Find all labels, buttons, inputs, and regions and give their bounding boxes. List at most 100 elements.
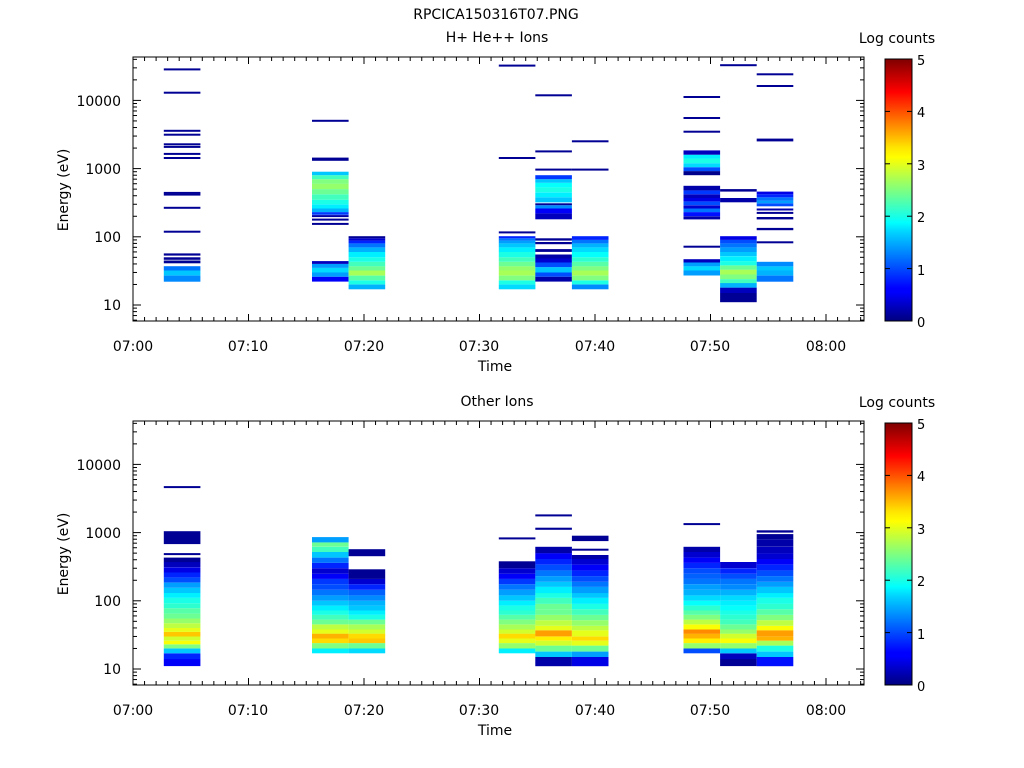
heatmap-cell: [312, 204, 349, 209]
heatmap-cell: [756, 615, 794, 621]
heatmap-cell: [498, 247, 536, 252]
heatmap-cell: [348, 638, 386, 644]
heatmap-cell: [348, 247, 386, 252]
heatmap-cell: [312, 584, 349, 590]
panel-title: H+ He++ Ions: [446, 30, 549, 46]
heatmap-cell: [720, 619, 757, 625]
y-tick-label: 100: [94, 594, 121, 610]
heatmap-cell: [683, 198, 721, 202]
heatmap-cell: [163, 557, 201, 563]
y-tick-label: 1000: [85, 162, 121, 178]
heatmap-cell: [571, 266, 609, 271]
heatmap-cell: [498, 231, 536, 234]
heatmap-cell: [683, 171, 721, 176]
heatmap-cell: [683, 259, 721, 263]
heatmap-cell: [683, 208, 721, 213]
heatmap-cell: [163, 577, 201, 583]
heatmap-cell: [163, 593, 201, 598]
heatmap-cell: [756, 227, 794, 231]
heatmap-cell: [498, 638, 536, 644]
x-tick-label: 07:40: [575, 703, 615, 719]
y-tick-label: 100: [94, 230, 121, 246]
heatmap-cell: [535, 657, 572, 667]
heatmap-cell: [498, 561, 536, 569]
heatmap-cell: [720, 578, 757, 585]
heatmap-cell: [756, 85, 794, 87]
heatmap-cell: [683, 595, 721, 601]
heatmap-cell: [498, 643, 536, 649]
heatmap-cell: [535, 187, 572, 193]
heatmap-cell: [498, 266, 536, 271]
heatmap-cell: [756, 645, 794, 652]
heatmap-cell: [683, 190, 721, 195]
heatmap-cell: [720, 279, 757, 284]
heatmap-cell: [312, 272, 349, 277]
heatmap-cell: [720, 653, 757, 660]
heatmap-cell: [312, 595, 349, 601]
heatmap-cell: [756, 208, 794, 211]
heatmap-cell: [683, 624, 721, 630]
heatmap-cell: [535, 625, 572, 631]
heatmap-cell: [498, 619, 536, 625]
heatmap-cell: [163, 659, 201, 667]
heatmap-cell: [535, 593, 572, 598]
heatmap-cell: [498, 610, 536, 615]
heatmap-cell: [571, 586, 609, 594]
heatmap-cell: [756, 657, 794, 667]
x-tick-label: 07:20: [344, 339, 384, 355]
heatmap-cell: [720, 243, 757, 248]
heatmap-cell: [720, 589, 757, 596]
heatmap-cell: [535, 564, 572, 571]
y-tick-label: 10: [103, 298, 121, 314]
heatmap-cell: [535, 615, 572, 621]
heatmap-cell: [756, 534, 794, 540]
heatmap-cell: [348, 584, 386, 590]
heatmap-cell: [163, 623, 201, 628]
heatmap-cell: [720, 638, 757, 644]
heatmap-cell: [498, 280, 536, 285]
heatmap-cell: [498, 648, 536, 654]
heatmap-cell: [163, 206, 201, 209]
heatmap-cell: [571, 640, 609, 646]
heatmap-cell: [571, 243, 609, 248]
heatmap-cell: [348, 629, 386, 634]
y-tick-label: 1000: [85, 526, 121, 542]
heatmap-cell: [535, 192, 572, 198]
heatmap-cell: [756, 564, 794, 571]
heatmap-cell: [756, 194, 794, 198]
heatmap-cell: [348, 549, 386, 557]
heatmap-cell: [571, 535, 609, 542]
heatmap-cell: [312, 261, 349, 264]
heatmap-cell: [348, 266, 386, 271]
heatmap-cell: [535, 262, 572, 268]
heatmap-cell: [720, 562, 757, 569]
heatmap-cell: [720, 64, 757, 67]
heatmap-cell: [312, 542, 349, 547]
heatmap-cell: [683, 194, 721, 199]
heatmap-cell: [683, 633, 721, 639]
heatmap-cells: [163, 64, 794, 303]
heatmap-cell: [720, 293, 757, 303]
heatmap-cell: [163, 143, 201, 146]
panel-h-he-ions: H+ He++ Ions 07:00 07:10 07:20 07:30 07:…: [56, 30, 935, 375]
heatmap-cell: [571, 630, 609, 637]
heatmap-cell: [312, 610, 349, 615]
heatmap-cell: [348, 589, 386, 596]
heatmap-cell: [683, 167, 721, 172]
heatmap-cell: [535, 576, 572, 582]
heatmap-cell: [348, 284, 386, 290]
heatmap-cell: [756, 241, 794, 244]
heatmap-cell: [312, 537, 349, 543]
heatmap-cell: [163, 587, 201, 593]
heatmap-cell: [756, 266, 794, 271]
heatmap-cell: [348, 238, 386, 241]
heatmap-cell: [312, 218, 349, 221]
heatmap-cell: [756, 586, 794, 594]
x-tick-label: 07:50: [690, 703, 730, 719]
heatmap-cell: [498, 537, 536, 540]
heatmap-cell: [312, 643, 349, 649]
heatmap-cell: [312, 276, 349, 282]
heatmap-cell: [535, 213, 572, 220]
heatmap-cell: [683, 610, 721, 615]
heatmap-cell: [535, 586, 572, 594]
